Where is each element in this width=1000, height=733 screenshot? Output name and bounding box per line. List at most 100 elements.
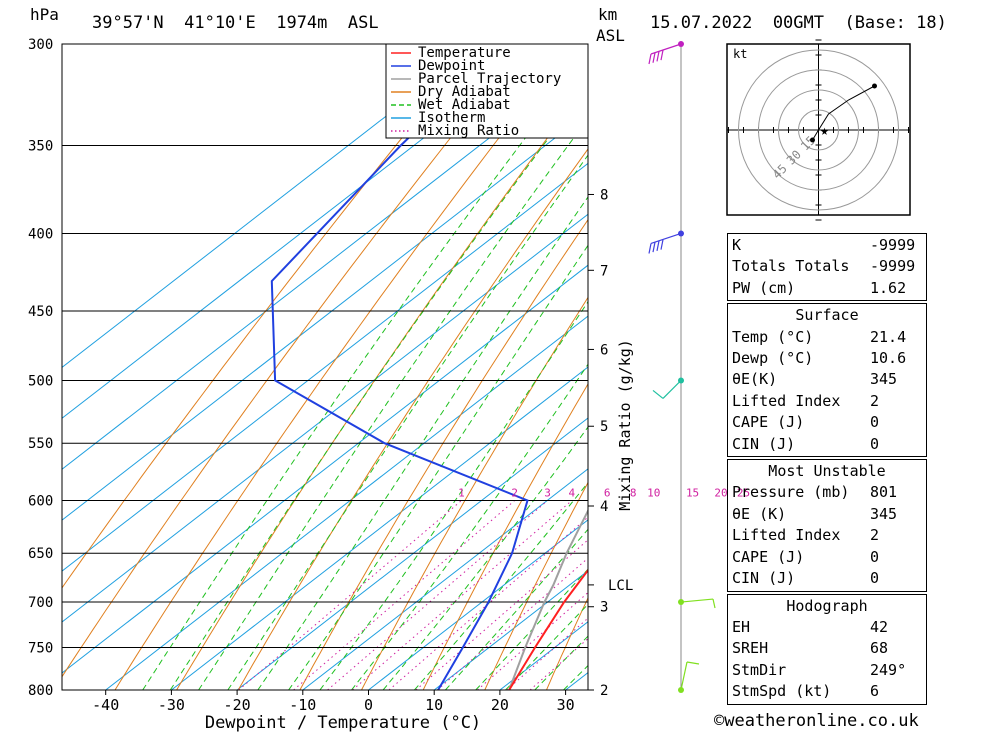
index-row: Dewp (°C) 10.6 <box>728 348 926 369</box>
wet-adiabat-line <box>257 196 588 690</box>
index-label: Dewp (°C) <box>732 349 814 368</box>
isotherm-line <box>62 111 588 521</box>
barb-shaft <box>662 380 682 399</box>
index-label: CIN (J) <box>732 434 796 453</box>
index-value: 10.6 <box>870 349 907 368</box>
wind-barb-icon <box>648 232 682 254</box>
index-row: SREH 68 <box>728 638 926 659</box>
km-tick-label: 7 <box>600 263 608 279</box>
wet-adiabat-line <box>505 603 588 690</box>
index-row: StmDir 249° <box>728 660 926 681</box>
pressure-tick-label: 650 <box>28 546 53 562</box>
wet-adiabat-line <box>198 117 588 690</box>
hodograph-ring <box>778 89 859 171</box>
dry-adiabat-line <box>62 44 526 678</box>
barb-feather <box>712 598 716 609</box>
mixing-ratio-label: 2 <box>511 487 518 500</box>
legend-label: Isotherm <box>418 110 485 126</box>
km-tick-label: 8 <box>600 187 608 203</box>
index-value: 0 <box>870 547 880 566</box>
barb-feather <box>686 661 700 665</box>
index-label: EH <box>732 617 751 636</box>
hodograph-start <box>810 137 815 143</box>
hodograph-ring <box>738 49 899 211</box>
legend-label: Mixing Ratio <box>418 123 519 139</box>
index-value: -9999 <box>870 236 916 254</box>
hodograph-trace <box>812 85 875 141</box>
legend-label: Parcel Trajectory <box>418 71 561 87</box>
legend-label: Wet Adiabat <box>418 97 511 113</box>
asl-label: ASL <box>596 26 625 45</box>
index-label: CAPE (J) <box>732 413 805 432</box>
x-tick-label: -10 <box>289 696 316 714</box>
x-tick-label: 20 <box>491 696 509 714</box>
hodograph-unit: kt <box>733 47 747 61</box>
general-indices-box: K -9999 Totals Totals -9999 PW (cm) 1.62 <box>727 233 927 302</box>
legend-label: Temperature <box>418 45 511 61</box>
index-label: StmDir <box>732 660 787 679</box>
x-tick-label: -20 <box>224 696 251 714</box>
index-row: CIN (J) 0 <box>728 434 926 455</box>
isotherm-line <box>368 519 588 690</box>
pressure-unit-label: hPa <box>30 5 59 24</box>
storm-motion-icon: ★ <box>820 123 829 139</box>
km-label: km <box>598 5 618 24</box>
wet-adiabat-line <box>351 363 588 690</box>
wet-adiabat-line <box>142 55 588 690</box>
index-value: 2 <box>870 391 880 410</box>
dewpoint-profile <box>270 44 529 690</box>
index-value: 2 <box>870 526 880 545</box>
km-tick-label: 5 <box>600 419 608 435</box>
pressure-tick-label: 550 <box>28 436 53 452</box>
index-label: Totals Totals <box>732 257 850 276</box>
wind-barb-icon <box>652 380 682 399</box>
index-value: -9999 <box>870 257 916 276</box>
index-row: Totals Totals -9999 <box>728 256 926 277</box>
x-tick-label: 0 <box>364 696 373 714</box>
barb-feather <box>660 239 664 250</box>
barb-shaft <box>680 661 688 691</box>
km-tick-label: 4 <box>600 499 608 515</box>
isotherm-line <box>302 468 588 690</box>
index-row: PW (cm) 1.62 <box>728 278 926 299</box>
x-tick-label: -30 <box>158 696 185 714</box>
wet-adiabat-line <box>319 300 588 690</box>
index-row: θE(K) 345 <box>728 369 926 390</box>
mixing-ratio-line <box>529 637 588 690</box>
pressure-tick-label: 450 <box>28 304 53 320</box>
mixing-ratio-label: 6 <box>604 487 611 500</box>
isotherm-line <box>105 315 588 690</box>
lcl-label: LCL <box>608 578 633 594</box>
x-axis-label: Dewpoint / Temperature (°C) <box>205 713 481 733</box>
dry-adiabat-line <box>916 44 1000 690</box>
km-tick-label: 3 <box>600 600 608 616</box>
index-label: K <box>732 236 742 254</box>
mixing-ratio-label: 8 <box>630 487 637 500</box>
index-row: CIN (J) 0 <box>728 568 926 589</box>
index-value: 0 <box>870 413 880 432</box>
index-label: Lifted Index <box>732 526 841 545</box>
wind-barb-icon <box>680 598 716 609</box>
index-value: 345 <box>870 370 898 389</box>
mixing-ratio-label: 10 <box>647 487 660 500</box>
most-unstable-title: Most Unstable <box>768 462 886 481</box>
pressure-tick-label: 750 <box>28 640 53 656</box>
km-tick-label: 2 <box>600 683 608 699</box>
barb-feather <box>652 389 664 399</box>
copyright-footer: ©weatheronline.co.uk <box>714 711 919 731</box>
index-value: 801 <box>870 483 898 502</box>
x-tick-label: 10 <box>425 696 443 714</box>
isotherm-line <box>62 44 546 419</box>
plot-frame <box>61 43 589 691</box>
barb-feather <box>656 240 660 251</box>
barb-feather <box>648 243 652 254</box>
dry-adiabat-line <box>484 481 588 690</box>
isotherm-line <box>62 162 588 572</box>
pressure-tick-label: 700 <box>28 595 53 611</box>
barb-feather <box>652 52 656 63</box>
index-row: Lifted Index 2 <box>728 391 926 412</box>
dry-adiabat-line <box>237 148 588 690</box>
barb-shaft <box>650 232 682 245</box>
index-row: StmSpd (kt) 6 <box>728 681 926 702</box>
